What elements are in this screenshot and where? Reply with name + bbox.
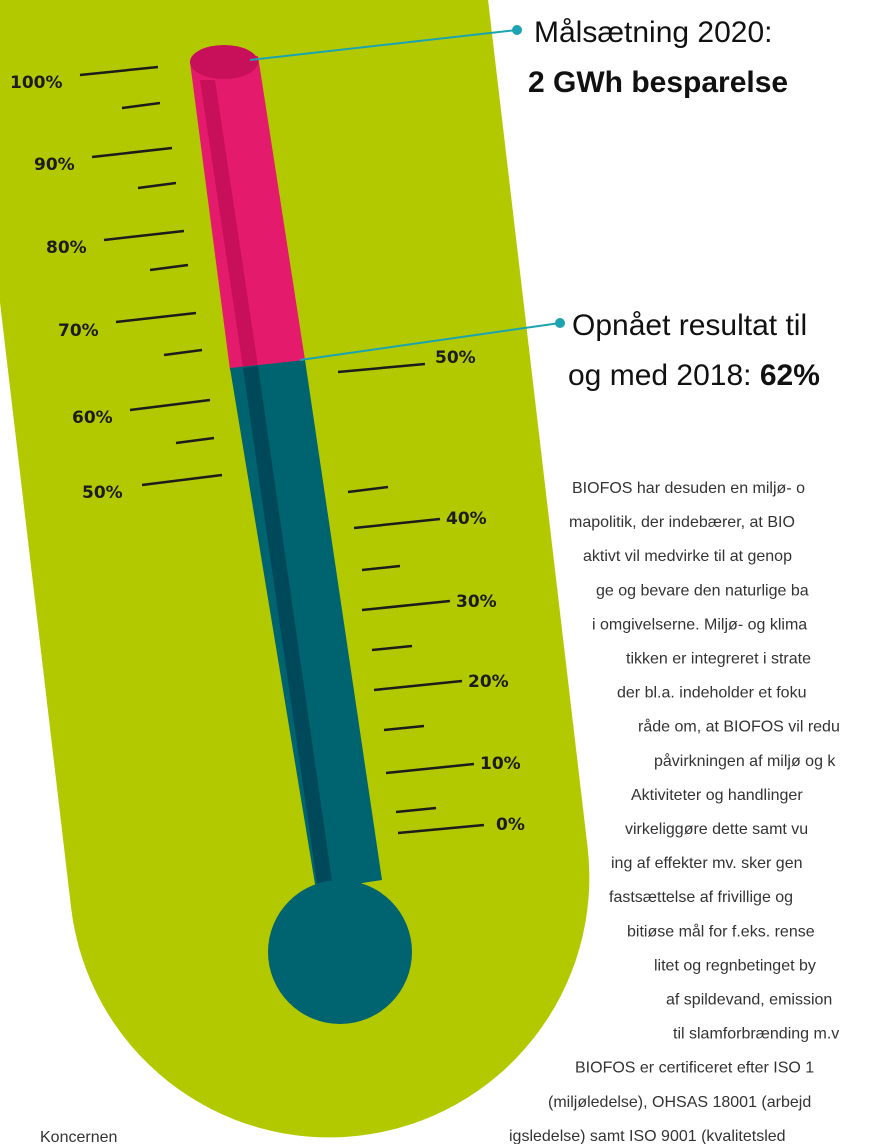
paragraph-line: aktivt vil medvirke til at genop	[583, 548, 792, 565]
callout-text: og med 2018:	[568, 359, 751, 392]
paragraph-line: påvirkningen af miljø og k	[654, 752, 836, 770]
callout-text: 2 GWh besparelse	[528, 66, 788, 99]
scale-label: 70%	[58, 321, 99, 341]
paragraph-line: (miljøledelse), OHSAS 18001 (arbejd	[548, 1094, 811, 1111]
scale-label: 50%	[435, 348, 476, 368]
scale-label: 30%	[456, 592, 497, 612]
scale-label: 10%	[480, 754, 521, 774]
paragraph-line: BIOFOS er certificeret efter ISO 1	[575, 1060, 814, 1077]
scale-label: 40%	[446, 509, 487, 529]
paragraph-line: ge og bevare den naturlige ba	[596, 582, 809, 599]
paragraph-line: litet og regnbetinget by	[654, 957, 816, 974]
scale-label: 90%	[34, 155, 75, 175]
paragraph-line: mapolitik, der indebærer, at BIO	[569, 514, 795, 531]
paragraph-line: virkeliggøre dette samt vu	[625, 821, 808, 838]
paragraph-line: BIOFOS har desuden en miljø- o	[572, 480, 805, 497]
callout-highlight: 62%	[760, 359, 820, 392]
paragraph-line: råde om, at BIOFOS vil redu	[638, 718, 840, 736]
callout-text: Opnået resultat til	[572, 309, 807, 342]
tube-top	[190, 45, 258, 79]
paragraph-line: Aktiviteter og handlinger	[631, 787, 803, 804]
paragraph-line: ing af effekter mv. sker gen	[611, 855, 803, 872]
callout-text: og med 2018: 62%	[568, 359, 820, 392]
scale-label: 100%	[10, 73, 63, 93]
paragraph-line: bitiøse mål for f.eks. rense	[627, 922, 815, 940]
paragraph-line: igsledelse) samt ISO 9001 (kvalitetsled	[509, 1128, 786, 1144]
paragraph-line: tikken er integreret i strate	[626, 651, 811, 668]
paragraph-line: i omgivelserne. Miljø- og klima	[592, 616, 807, 633]
paragraph-line: af spildevand, emission	[666, 992, 832, 1009]
paragraph-line: til slamforbrænding m.v	[673, 1026, 839, 1043]
scale-label: 0%	[496, 815, 525, 835]
footer-text: Koncernen	[40, 1129, 117, 1144]
scale-label: 80%	[46, 238, 87, 258]
scale-label: 50%	[82, 483, 123, 503]
scale-label: 60%	[72, 408, 113, 428]
callout-text: Målsætning 2020:	[534, 16, 772, 49]
paragraph-line: der bl.a. indeholder et foku	[617, 685, 806, 702]
infographic: Målsætning 2020: 2 GWh besparelse Opnået…	[0, 0, 872, 1144]
paragraph-line: fastsættelse af frivillige og	[609, 889, 793, 906]
scale-label: 20%	[468, 672, 509, 692]
bulb	[268, 880, 412, 1024]
